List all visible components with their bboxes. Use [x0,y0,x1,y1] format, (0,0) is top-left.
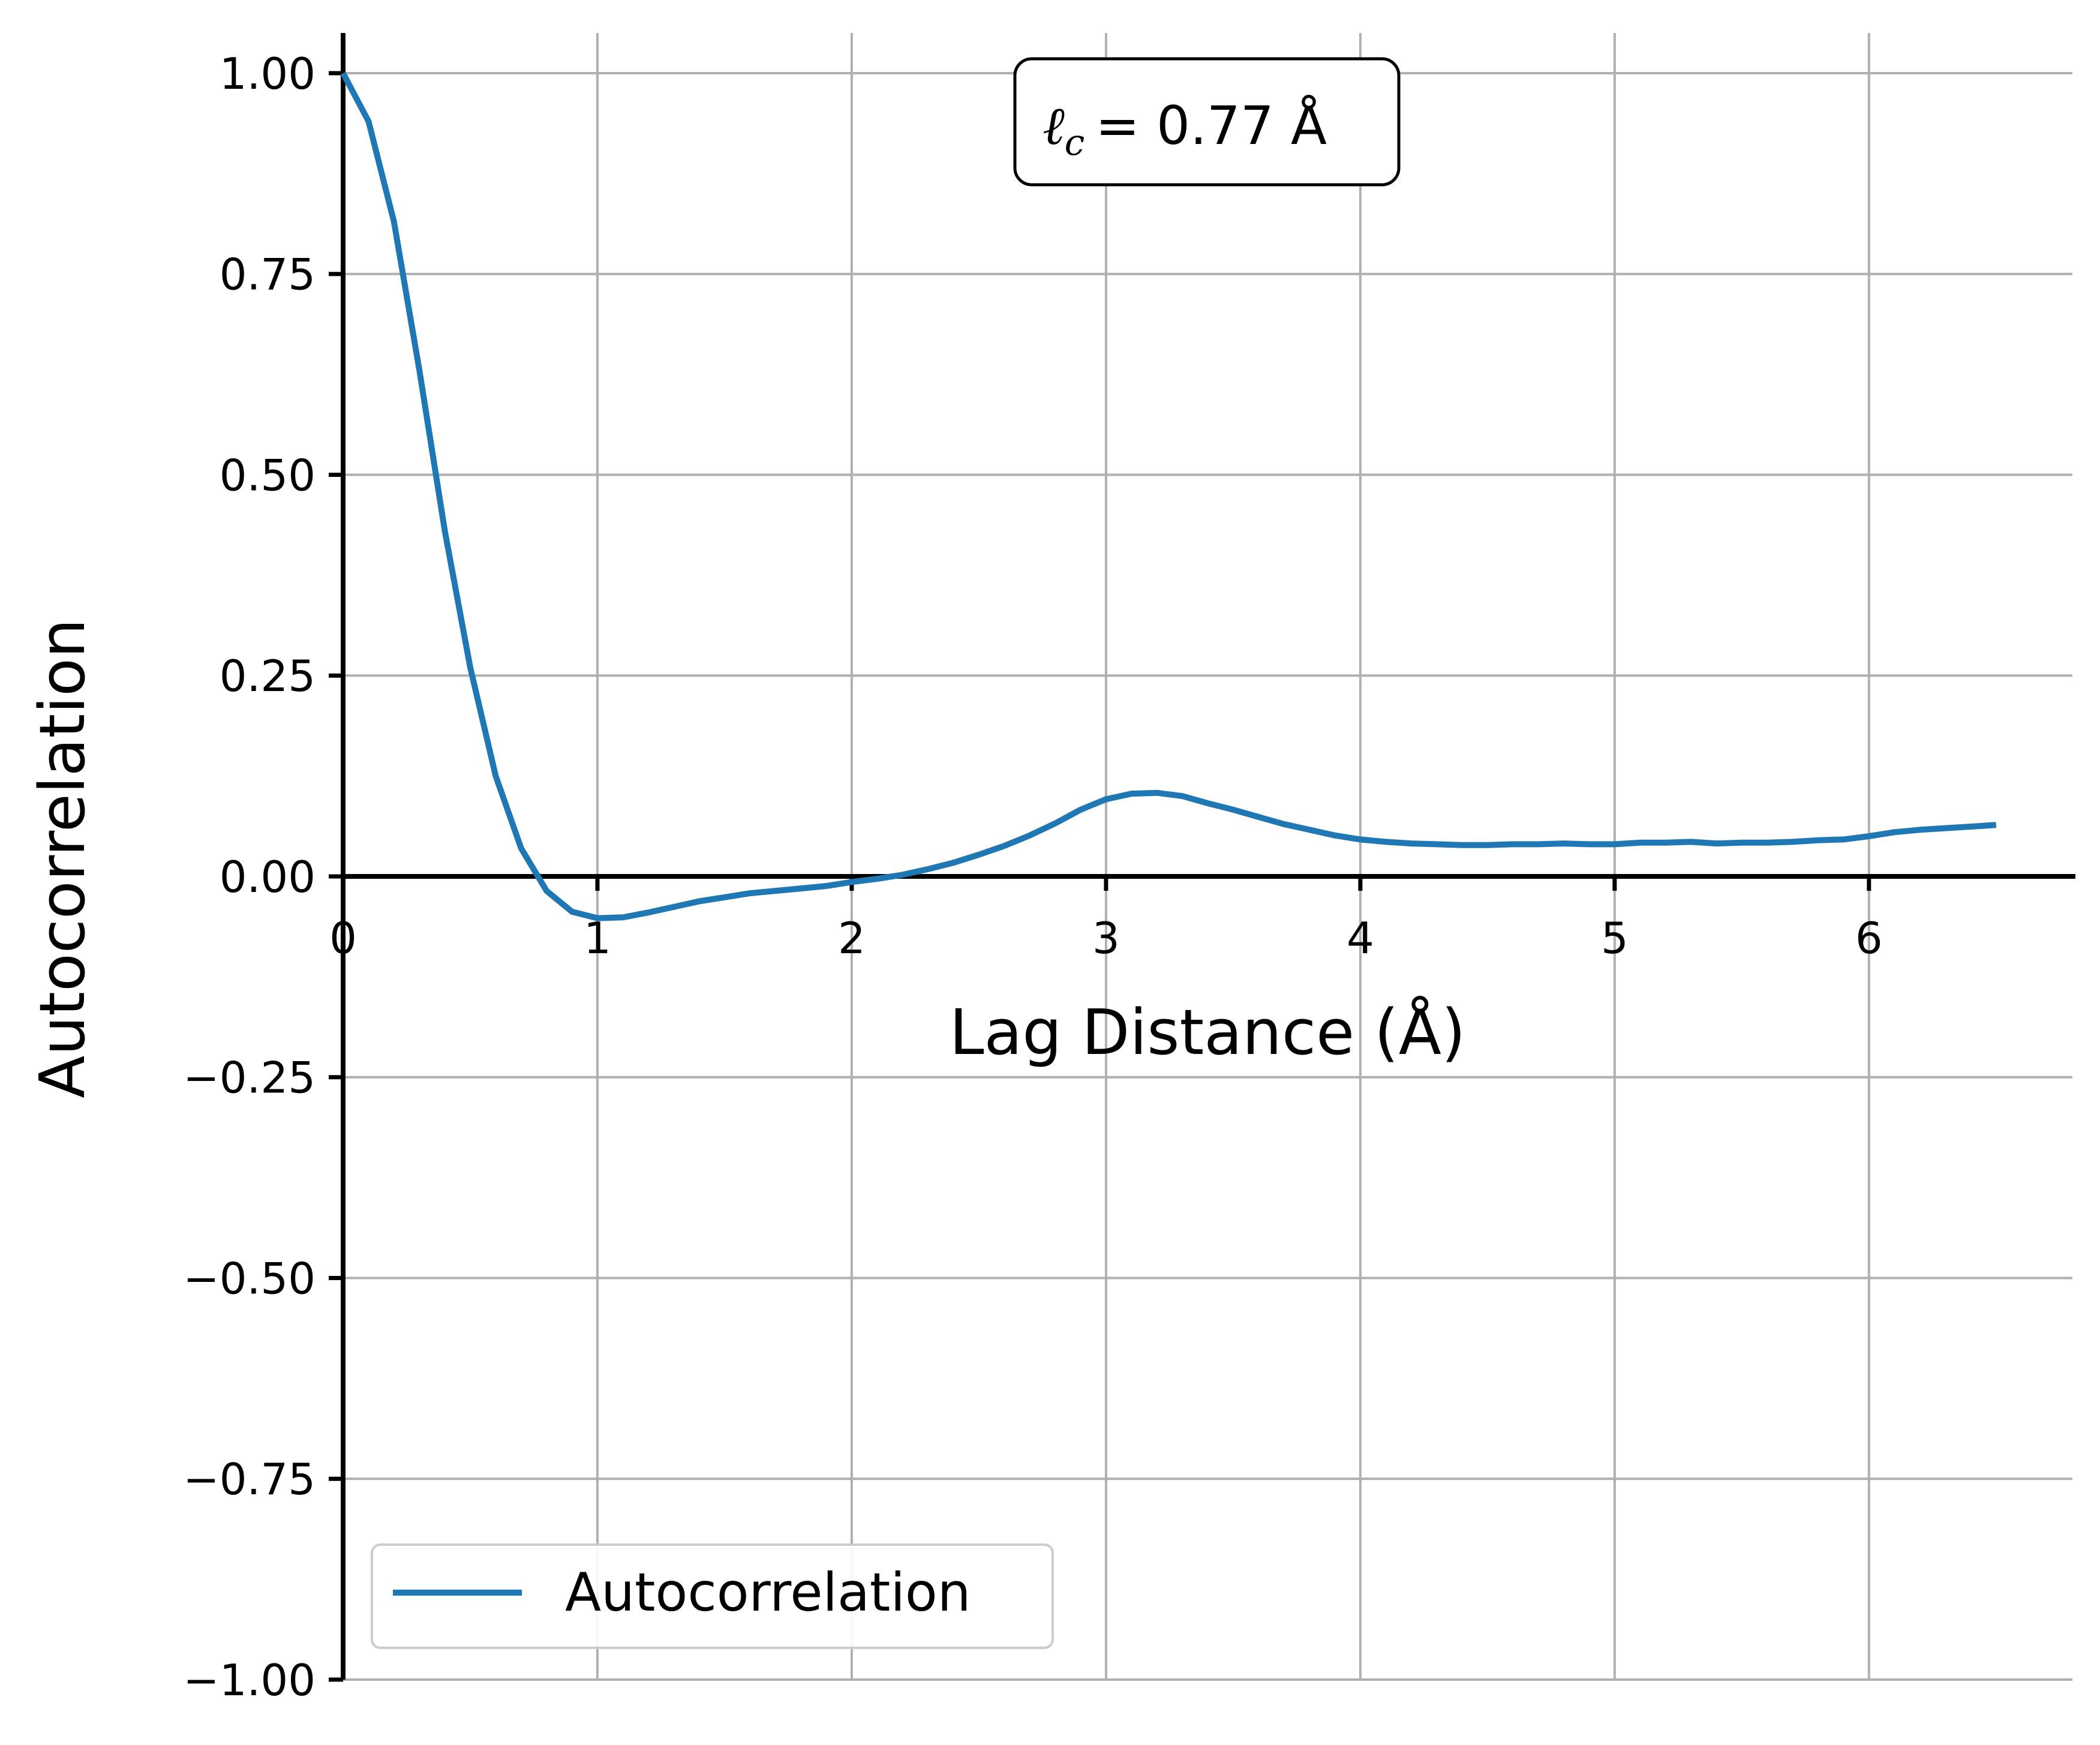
data-point [1970,826,1971,827]
data-point [1207,803,1208,804]
y-tick-label: −1.00 [183,1655,316,1705]
x-axis-title: Lag Distance (Å) [950,996,1466,1069]
annotation-subscript: c [1065,122,1085,164]
correlation-length-annotation: ℓc = 0.77 Å [1013,57,1401,187]
data-point [1156,792,1157,793]
x-tick-label: 2 [838,913,866,963]
data-point [393,221,394,222]
x-tick-label: 0 [329,913,357,963]
y-tick-label: 0.00 [220,852,316,902]
data-point [1843,839,1844,840]
x-tick-label: 1 [584,913,611,963]
y-tick-label: 1.00 [220,49,316,99]
data-point [1258,816,1259,817]
x-tick-label: 4 [1347,913,1374,963]
data-point [1182,796,1183,797]
y-tick-label: −0.25 [183,1053,316,1103]
data-point [1767,842,1768,843]
y-axis-title: Autocorrelation [26,618,99,1098]
data-point [1105,799,1106,800]
legend: Autocorrelation [371,1543,1054,1649]
data-point [826,886,827,887]
legend-label-autocorrelation: Autocorrelation [565,1561,971,1623]
data-point [1614,844,1615,845]
y-tick-label: −0.50 [183,1253,316,1304]
data-point [1894,832,1895,833]
data-point [877,878,878,879]
data-point [1055,823,1056,824]
x-tick-label: 6 [1855,913,1883,963]
data-point [368,121,369,122]
y-tick-label: 0.25 [220,651,316,701]
x-tick-label: 5 [1601,913,1629,963]
data-point [1665,842,1666,843]
legend-box [371,1543,1054,1649]
data-point [1640,842,1641,843]
series-line-autocorrelation [340,71,1997,921]
data-point [1589,844,1590,845]
annotation-text: ℓc = 0.77 Å [1043,95,1327,164]
data-point [1741,842,1742,843]
data-point [1716,843,1717,844]
annotation-symbol: ℓ [1043,95,1065,157]
data-point [1538,844,1539,845]
y-tick-label: −0.75 [183,1454,316,1504]
data-point [978,854,979,855]
y-tick-label: 0.50 [220,450,316,500]
x-tick-label: 3 [1092,913,1120,963]
axes [341,33,2075,1680]
data-series [340,71,1997,921]
data-point [419,370,420,371]
data-point [1868,836,1869,837]
data-point [1080,809,1081,810]
annotation-value: = 0.77 Å [1095,95,1327,157]
ticks: 1.00 0.75 0.50 0.25 0.00 −0.25 −0.50 −0.75 −1.00… [183,49,1882,1705]
annotation-box [1013,57,1401,187]
y-tick-label: 0.75 [220,250,316,300]
data-point [1029,835,1030,836]
